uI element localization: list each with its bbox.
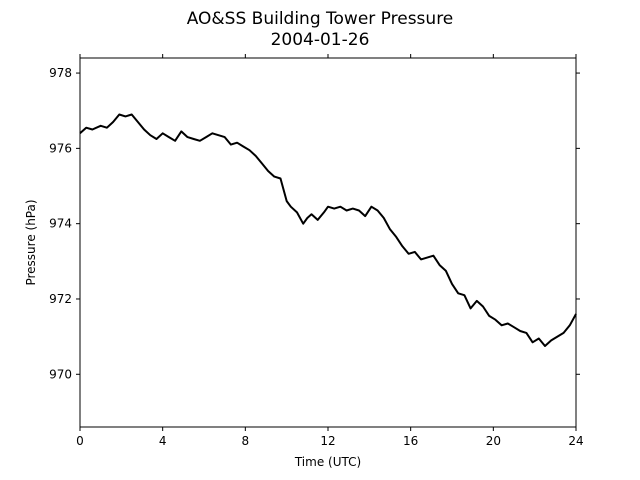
axis-ticks: 0 4 8 12 16 20 24 970 972 974 976 978 [49,54,584,448]
x-tick-label: 0 [76,434,84,448]
y-tick-label: 972 [49,292,72,306]
y-axis-label: Pressure (hPa) [24,199,38,285]
x-tick-label: 16 [403,434,418,448]
x-tick-label: 20 [486,434,501,448]
x-axis-label: Time (UTC) [294,455,361,469]
x-tick-label: 8 [242,434,250,448]
y-tick-label: 970 [49,367,72,381]
x-tick-label: 24 [568,434,583,448]
x-tick-label: 12 [320,434,335,448]
y-tick-label: 974 [49,217,72,231]
x-tick-label: 4 [159,434,167,448]
chart-title: AO&SS Building Tower Pressure [187,9,454,29]
plot-area [80,58,576,427]
chart-subtitle: 2004-01-26 [271,30,370,50]
plot-frame [79,57,577,428]
series-line-0 [79,113,577,347]
series-layer [79,113,577,347]
y-tick-label: 978 [49,66,72,80]
y-tick-label: 976 [49,141,72,155]
